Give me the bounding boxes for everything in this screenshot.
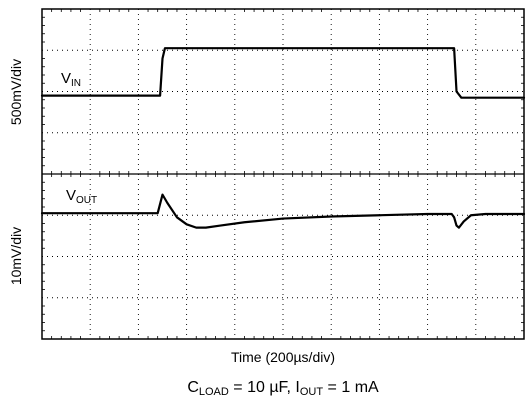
x-axis-label: Time (200µs/div) [231, 349, 335, 365]
vout-trace [40, 193, 526, 229]
vout-ylabel: 10mV/div [8, 227, 24, 285]
vin-trace [40, 47, 526, 99]
vout-trace-label: VOUT [66, 187, 97, 206]
test-condition: CLOAD = 10 µF, IOUT = 1 mA [187, 379, 379, 398]
traces [40, 47, 526, 229]
vin-trace-label: VIN [61, 70, 81, 89]
vin-ylabel: 500mV/div [8, 59, 24, 125]
